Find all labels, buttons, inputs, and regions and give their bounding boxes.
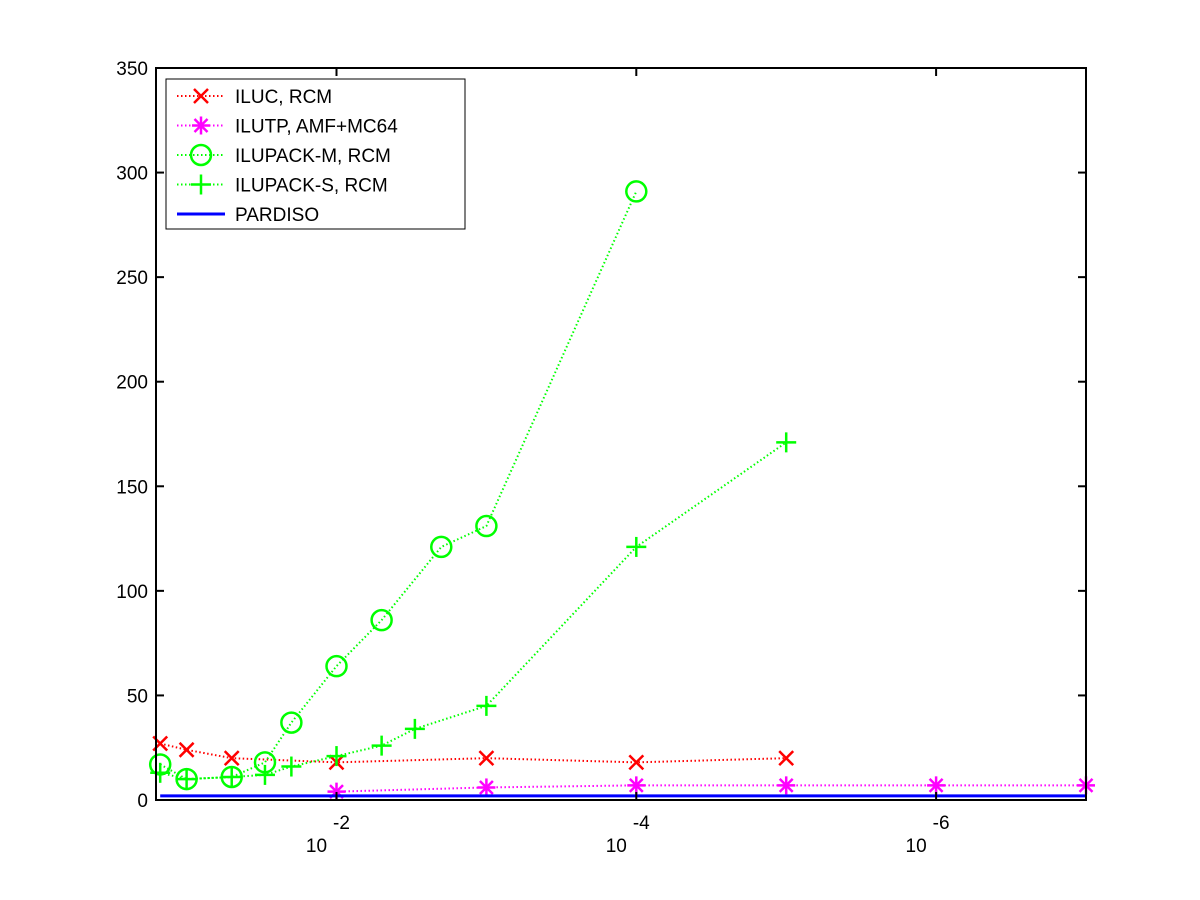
legend-marker-1: [192, 116, 210, 135]
data-point-2-7: [430, 535, 453, 559]
series-0: [152, 735, 795, 771]
data-point-1-1: [477, 778, 496, 797]
legend-entry-4: PARDISO: [177, 205, 319, 226]
data-point-0-2: [223, 750, 240, 767]
data-point-1-4: [927, 776, 946, 795]
y-tick-label-3: 150: [116, 477, 148, 498]
axis-ticks: 0 50 100 150 200 250 300 350 10 -2 10 -4 10 -6: [116, 59, 1086, 857]
data-point-3-5: [326, 746, 347, 767]
x-tick-label-base-1: 10: [606, 836, 627, 857]
data-point-2-5: [325, 654, 348, 678]
x-tick-label-exponent-0: -2: [333, 813, 350, 834]
data-point-3-7: [404, 718, 425, 739]
legend-marker-0: [193, 88, 209, 104]
plot-area: [148, 180, 1095, 801]
data-point-0-5: [628, 754, 645, 771]
data-point-3-9: [626, 536, 647, 557]
data-point-3-1: [176, 769, 197, 790]
axes-box: [155, 67, 1087, 801]
data-point-3-0: [150, 762, 171, 783]
data-point-3-10: [776, 432, 797, 453]
series-line-1: [336, 784, 1086, 793]
y-tick-label-2: 100: [116, 582, 148, 603]
legend-marker-2: [189, 143, 213, 167]
legend-entry-1: ILUTP, AMF+MC64: [177, 116, 398, 138]
data-point-0-6: [778, 750, 795, 767]
y-tick-label-0: 0: [137, 791, 148, 812]
x-tick-label-base-2: 10: [906, 836, 927, 857]
data-point-3-6: [371, 735, 392, 756]
data-point-3-4: [281, 756, 302, 777]
legend-label-2: ILUPACK-M, RCM: [235, 146, 391, 167]
series-line-3: [159, 441, 787, 781]
data-point-2-8: [475, 514, 498, 538]
data-point-0-4: [478, 750, 495, 767]
legend-label-0: ILUC, RCM: [235, 87, 332, 108]
data-point-2-9: [625, 180, 648, 203]
y-tick-label-7: 350: [116, 59, 148, 80]
y-tick-label-6: 300: [116, 164, 148, 185]
legend-label-4: PARDISO: [235, 205, 319, 226]
series-line-2: [159, 190, 638, 781]
x-tick-label-exponent-1: -4: [633, 813, 650, 834]
data-point-3-3: [254, 764, 275, 785]
legend-entry-3: ILUPACK-S, RCM: [177, 174, 388, 197]
data-point-1-2: [627, 776, 646, 795]
series-3: [150, 432, 797, 790]
y-tick-label-4: 200: [116, 373, 148, 394]
legend-label-3: ILUPACK-S, RCM: [235, 176, 388, 197]
x-tick-label-exponent-2: -6: [933, 813, 950, 834]
x-tick-label-base-0: 10: [306, 836, 327, 857]
y-tick-label-5: 250: [116, 268, 148, 289]
data-point-1-3: [777, 776, 796, 795]
data-point-3-2: [221, 766, 242, 787]
data-point-2-4: [280, 711, 303, 734]
data-point-3-8: [476, 695, 497, 716]
legend-entry-2: ILUPACK-M, RCM: [177, 143, 391, 167]
data-point-2-6: [370, 608, 393, 632]
data-point-0-1: [178, 741, 195, 758]
legend-label-1: ILUTP, AMF+MC64: [235, 117, 398, 138]
y-tick-label-1: 50: [127, 686, 148, 707]
legend-entry-0: ILUC, RCM: [177, 87, 332, 108]
legend-box: [165, 78, 466, 230]
legend-marker-3: [191, 174, 211, 195]
legend: ILUC, RCM ILUTP, AMF+MC64 ILUPACK-M, RCM IL…: [165, 78, 466, 230]
